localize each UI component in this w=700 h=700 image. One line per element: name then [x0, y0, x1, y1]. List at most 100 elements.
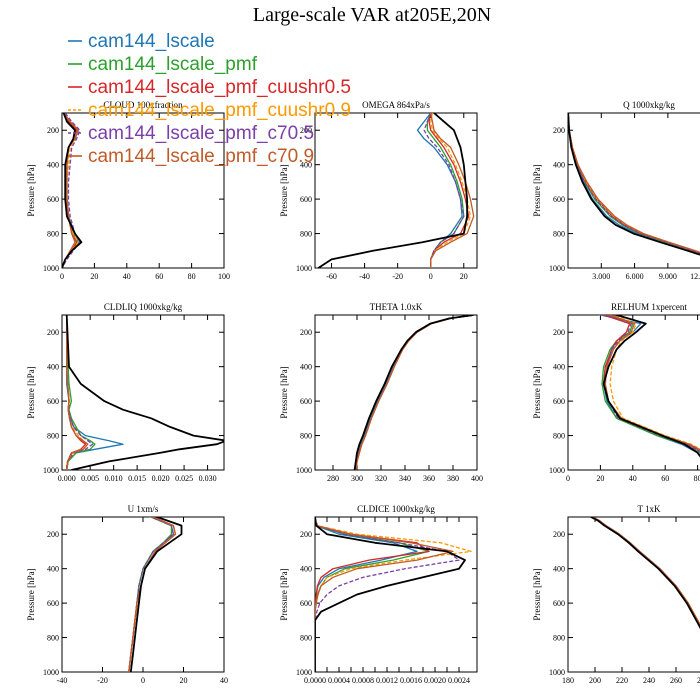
x-tick-label: 0.015	[128, 474, 146, 483]
x-tick-label: 3.000	[592, 272, 610, 281]
series-line-reference	[353, 315, 474, 470]
legend-entry: cam144_lscale_pmf_c70.5	[88, 123, 314, 144]
panel-title: CLDICE 1000xkg/kg	[357, 504, 435, 514]
series-group	[598, 315, 700, 458]
x-tick-label: 20	[460, 272, 468, 281]
series-line-cam144_lscale_pmf_cuushr0.5	[591, 517, 700, 627]
x-tick-label: 0.030	[199, 474, 217, 483]
y-tick-label: 200	[553, 328, 565, 337]
x-tick-label: 0.0000	[304, 676, 326, 685]
y-tick-label: 400	[553, 565, 565, 574]
series-group	[317, 113, 475, 268]
plot-frame	[61, 314, 225, 471]
x-tick-label: 80	[694, 474, 700, 483]
x-tick-label: 40	[629, 474, 637, 483]
plot-frame	[61, 516, 225, 673]
series-group	[65, 315, 224, 470]
x-tick-label: 40	[220, 676, 228, 685]
plot-frame	[567, 314, 700, 471]
x-tick-label: 40	[123, 272, 131, 281]
legend-entry: cam144_lscale	[88, 31, 215, 52]
y-tick-label: 800	[300, 432, 312, 441]
x-tick-label: 0.0008	[352, 676, 374, 685]
panel-title: T 1xK	[637, 504, 661, 514]
y-tick-label: 1000	[296, 668, 312, 677]
x-tick-label: 220	[616, 676, 628, 685]
y-tick-label: 200	[553, 126, 565, 135]
x-tick-label: 9.000	[659, 272, 677, 281]
series-line-cam144_lscale_pmf_c70.9	[128, 517, 177, 672]
y-tick-label: 400	[300, 363, 312, 372]
legend-entry: cam144_lscale_pmf	[88, 54, 258, 75]
series-line-cam144_lscale_pmf_cuushr0.9	[315, 517, 472, 672]
y-tick-label: 600	[300, 599, 312, 608]
y-tick-label: 1000	[549, 668, 565, 677]
x-tick-label: 20	[596, 474, 604, 483]
series-line-cam144_lscale_pmf_c70.9	[430, 113, 475, 268]
y-tick-label: 400	[553, 363, 565, 372]
series-line-cam144_lscale_pmf_c70.5	[591, 517, 700, 627]
x-tick-label: 200	[589, 676, 601, 685]
series-line-cam144_lscale	[568, 113, 700, 255]
plot-frame	[314, 516, 478, 673]
series-line-cam144_lscale_pmf_cuushr0.9	[128, 517, 177, 672]
series-line-cam144_lscale_pmf_c70.9	[591, 517, 700, 627]
x-tick-label: 260	[670, 676, 682, 685]
y-tick-label: 400	[47, 565, 59, 574]
series-group	[590, 517, 700, 629]
y-tick-label: 400	[553, 161, 565, 170]
x-tick-label: 60	[661, 474, 669, 483]
x-tick-label: 0.0020	[424, 676, 446, 685]
plot-frame	[314, 112, 478, 269]
series-line-cam144_lscale	[315, 517, 418, 672]
x-tick-label: -60	[326, 272, 337, 281]
x-tick-label: 0	[566, 474, 570, 483]
x-tick-label: 340	[399, 474, 411, 483]
y-tick-label: 400	[47, 161, 59, 170]
series-line-cam144_lscale	[591, 517, 700, 627]
x-tick-label: 0	[60, 272, 64, 281]
series-line-cam144_lscale_pmf_c70.9	[568, 113, 700, 254]
series-line-cam144_lscale_pmf	[601, 315, 700, 454]
series-line-cam144_lscale	[66, 315, 124, 470]
x-tick-label: 100	[218, 272, 230, 281]
x-tick-label: 280	[327, 474, 339, 483]
x-tick-label: 0.0004	[328, 676, 350, 685]
y-tick-label: 200	[47, 126, 59, 135]
series-line-cam144_lscale_pmf_c70.5	[315, 517, 460, 672]
x-tick-label: 0.000	[58, 474, 76, 483]
x-tick-label: 0.0016	[400, 676, 422, 685]
y-tick-label: 800	[47, 230, 59, 239]
x-tick-label: 240	[643, 676, 655, 685]
x-tick-label: 20	[180, 676, 188, 685]
series-line-reference	[568, 113, 700, 256]
series-line-cam144_lscale_pmf_cuushr0.5	[66, 315, 87, 470]
y-tick-label: 800	[300, 634, 312, 643]
x-tick-label: 280	[697, 676, 700, 685]
panel-title: CLDLIQ 1000xkg/kg	[104, 302, 183, 312]
series-line-cam144_lscale_pmf_c70.9	[355, 315, 475, 470]
y-tick-label: 600	[553, 195, 565, 204]
series-line-cam144_lscale_pmf_cuushr0.9	[355, 315, 475, 470]
series-group	[315, 517, 472, 672]
x-tick-label: 0	[429, 272, 433, 281]
y-tick-label: 1000	[43, 264, 59, 273]
series-line-cam144_lscale_pmf_cuushr0.9	[430, 113, 472, 268]
panel-4: CLDLIQ 1000xkg/kg Pressure [hPa] 200 400 600…	[26, 302, 225, 483]
series-line-cam144_lscale_pmf_c70.9	[66, 315, 89, 470]
x-tick-label: 400	[471, 474, 483, 483]
series-line-reference	[65, 315, 224, 470]
legend-entry: cam144_lscale_pmf_c70.9	[88, 146, 314, 167]
series-line-reference	[62, 113, 83, 268]
y-axis-label: Pressure [hPa]	[26, 164, 36, 216]
y-axis-label: Pressure [hPa]	[279, 164, 289, 216]
series-line-cam144_lscale_pmf_c70.9	[604, 315, 700, 451]
series-line-reference	[602, 315, 700, 458]
series-line-cam144_lscale_pmf_c70.9	[62, 113, 79, 268]
y-tick-label: 600	[553, 397, 565, 406]
y-tick-label: 200	[300, 530, 312, 539]
